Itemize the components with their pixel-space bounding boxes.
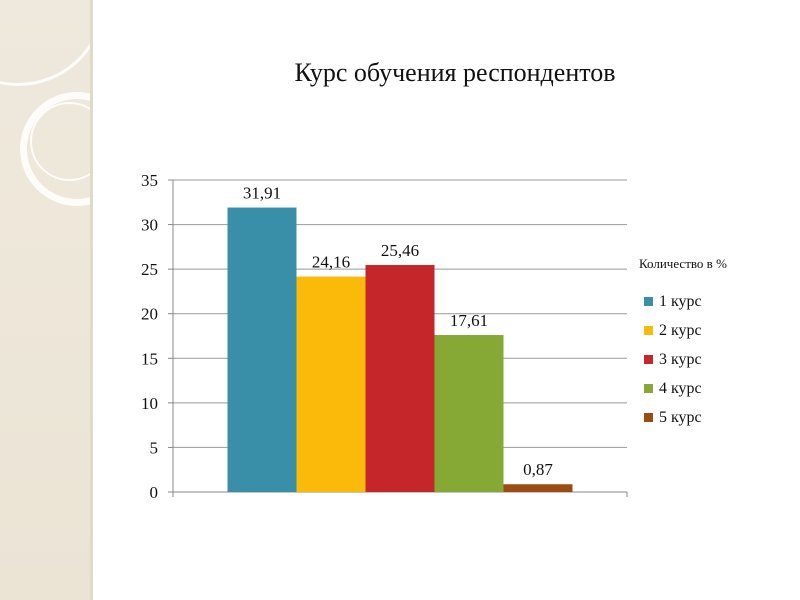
legend-label: 2 курс [659, 321, 702, 339]
y-tick-label: 35 [141, 171, 158, 190]
legend-swatch [644, 355, 653, 364]
decorative-ring-small [30, 102, 90, 181]
legend-label: 4 курс [659, 379, 702, 397]
legend-swatch [644, 384, 653, 393]
y-tick-label: 10 [141, 394, 158, 413]
legend-label: 3 курс [659, 350, 702, 368]
legend-label: 5 курс [659, 408, 702, 426]
bar-1 [227, 207, 297, 492]
legend-item: 4 курс [644, 374, 702, 403]
legend-label: 1 курс [659, 292, 702, 310]
data-label: 25,46 [381, 241, 419, 260]
y-tick-label: 20 [141, 305, 158, 324]
legend-item: 3 курс [644, 345, 702, 374]
y-tick-label: 15 [141, 349, 158, 368]
legend-swatch [644, 413, 653, 422]
bar-4 [434, 335, 504, 492]
bar-2 [296, 276, 366, 492]
y-tick-label: 0 [150, 483, 159, 502]
data-label: 17,61 [450, 311, 488, 330]
bar-5 [503, 484, 573, 492]
legend-item: 1 курс [644, 287, 702, 316]
y-tick-label: 25 [141, 260, 158, 279]
data-label: 24,16 [312, 253, 350, 272]
legend-item: 5 курс [644, 403, 702, 432]
y-tick-label: 5 [150, 438, 159, 457]
legend-swatch [644, 326, 653, 335]
chart-title: Курс обучения респондентов [294, 58, 616, 87]
bar-3 [365, 265, 435, 492]
data-label: 0,87 [523, 460, 553, 479]
decorative-sidebar [0, 0, 93, 600]
data-label: 31,91 [243, 184, 281, 203]
legend-title: Количество в % [639, 256, 727, 271]
legend: 1 курс 2 курс 3 курс 4 курс 5 курс [644, 287, 702, 432]
legend-item: 2 курс [644, 316, 702, 345]
legend-swatch [644, 297, 653, 306]
y-tick-label: 30 [141, 216, 158, 235]
